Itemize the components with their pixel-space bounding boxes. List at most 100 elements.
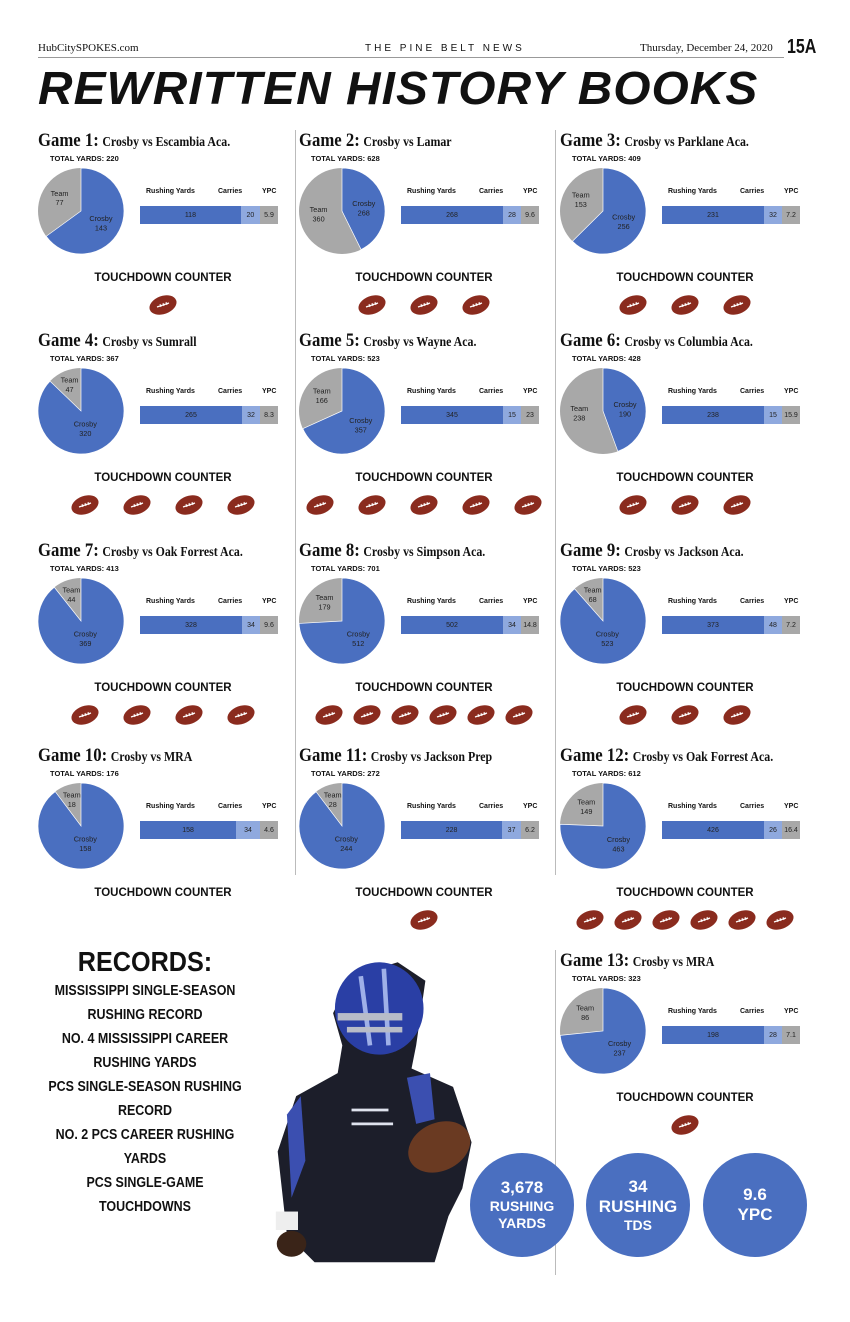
column-divider bbox=[555, 950, 556, 1275]
touchdown-counter bbox=[560, 1114, 810, 1136]
bar-segment-carries: 32 bbox=[764, 206, 782, 224]
pie-label-crosby: Crosby bbox=[613, 400, 636, 409]
total-ypc-badge: 9.6 YPC bbox=[703, 1153, 807, 1257]
football-icon bbox=[123, 495, 151, 515]
total-yards-value: 701 bbox=[367, 564, 380, 573]
game-block: Game 7: Crosby vs Oak Forrest Aca. TOTAL … bbox=[38, 540, 288, 745]
pie-slice-crosby bbox=[302, 368, 385, 454]
total-yards-value: 367 bbox=[106, 354, 119, 363]
game-title: Game 11: Crosby vs Jackson Prep bbox=[299, 745, 492, 767]
header-rushing-yards: Rushing Yards bbox=[668, 803, 717, 810]
football-icon bbox=[576, 910, 604, 930]
record-item: PCS SINGLE-GAME bbox=[86, 1175, 204, 1191]
header-ypc: YPC bbox=[262, 598, 277, 605]
total-rushing-yards-badge: 3,678 RUSHING YARDS bbox=[470, 1153, 574, 1257]
pie-slice-crosby bbox=[560, 988, 646, 1074]
football-icon bbox=[358, 495, 386, 515]
bar-segment-ypc: 14.8 bbox=[521, 616, 539, 634]
game-number: Game 12: bbox=[560, 745, 630, 766]
bar-segment-rushing-yards: 345 bbox=[401, 406, 503, 424]
pie-value-team: 360 bbox=[312, 215, 324, 224]
total-yards-label: TOTAL YARDS: bbox=[572, 564, 629, 573]
touchdown-counter bbox=[560, 704, 810, 726]
pie-value-team: 149 bbox=[580, 807, 592, 816]
touchdown-counter-label: TOUCHDOWN COUNTER bbox=[94, 472, 232, 484]
rushing-stats-bar: 238 15 15.9 bbox=[662, 406, 800, 424]
game-opponent: Crosby vs Sumrall bbox=[102, 334, 197, 349]
total-yards-label: TOTAL YARDS: bbox=[311, 354, 368, 363]
total-yards-value: 523 bbox=[367, 354, 380, 363]
header-carries: Carries bbox=[740, 803, 765, 810]
pie-value-crosby: 320 bbox=[79, 429, 91, 438]
total-yards: TOTAL YARDS: 701 bbox=[311, 564, 380, 573]
total-yards-value: 628 bbox=[367, 154, 380, 163]
header-carries: Carries bbox=[740, 188, 765, 195]
bar-segment-ypc: 7.2 bbox=[782, 616, 800, 634]
football-icon bbox=[227, 495, 255, 515]
touchdown-counter-label: TOUCHDOWN COUNTER bbox=[616, 887, 754, 899]
pie-value-crosby: 244 bbox=[340, 844, 352, 853]
touchdown-counter bbox=[299, 704, 549, 726]
game-opponent: Crosby vs Columbia Aca. bbox=[624, 334, 753, 349]
total-yards: TOTAL YARDS: 323 bbox=[572, 974, 641, 983]
total-yards-label: TOTAL YARDS: bbox=[572, 354, 629, 363]
football-icon bbox=[619, 705, 647, 725]
game-number: Game 5: bbox=[299, 330, 360, 351]
page-title: REWRITTEN HISTORY BOOKS bbox=[38, 62, 759, 114]
total-yards: TOTAL YARDS: 176 bbox=[50, 769, 119, 778]
bar-segment-rushing-yards: 238 bbox=[662, 406, 764, 424]
game-number: Game 8: bbox=[299, 540, 360, 561]
game-title: Game 6: Crosby vs Columbia Aca. bbox=[560, 330, 753, 352]
touchdown-counter bbox=[560, 909, 810, 931]
rushing-stats-bar: 158 34 4.6 bbox=[140, 821, 278, 839]
total-label-2: TDS bbox=[624, 1216, 652, 1233]
pie-label-crosby: Crosby bbox=[335, 834, 358, 843]
rushing-stats-bar: 198 28 7.1 bbox=[662, 1026, 800, 1044]
issue-date: Thursday, December 24, 2020 bbox=[640, 42, 773, 54]
football-icon bbox=[410, 910, 438, 930]
pie-value-team: 77 bbox=[55, 198, 63, 207]
record-item: NO. 2 PCS CAREER RUSHING bbox=[55, 1127, 235, 1143]
touchdown-counter-label: TOUCHDOWN COUNTER bbox=[616, 682, 754, 694]
bar-segment-carries: 32 bbox=[242, 406, 260, 424]
record-item: YARDS bbox=[123, 1151, 167, 1167]
pie-value-crosby: 512 bbox=[352, 639, 364, 648]
bar-segment-ypc: 6.2 bbox=[520, 821, 539, 839]
header-rushing-yards: Rushing Yards bbox=[146, 803, 195, 810]
total-rushing-tds-badge: 34 RUSHING TDS bbox=[586, 1153, 690, 1257]
rushing-stats-bar: 268 28 9.6 bbox=[401, 206, 539, 224]
pie-label-team: Team bbox=[570, 404, 588, 413]
records-list: MISSISSIPPI SINGLE-SEASON RUSHING RECORD N… bbox=[20, 979, 270, 1219]
touchdown-counter bbox=[299, 909, 549, 931]
header-ypc: YPC bbox=[523, 388, 538, 395]
bar-segment-carries: 48 bbox=[764, 616, 782, 634]
header-carries: Carries bbox=[740, 598, 765, 605]
game-title: Game 2: Crosby vs Lamar bbox=[299, 130, 452, 152]
football-icon bbox=[391, 705, 419, 725]
rushing-stats-bar: 228 37 6.2 bbox=[401, 821, 539, 839]
pie-label-team: Team bbox=[61, 376, 79, 385]
total-yards: TOTAL YARDS: 612 bbox=[572, 769, 641, 778]
football-icon bbox=[514, 495, 542, 515]
touchdown-counter bbox=[299, 294, 549, 316]
bar-segment-carries: 34 bbox=[242, 616, 260, 634]
football-icon bbox=[671, 705, 699, 725]
game-number: Game 2: bbox=[299, 130, 360, 151]
bar-segment-rushing-yards: 118 bbox=[140, 206, 241, 224]
football-icon bbox=[652, 910, 680, 930]
touchdown-counter-label: TOUCHDOWN COUNTER bbox=[355, 472, 493, 484]
header-rushing-yards: Rushing Yards bbox=[668, 388, 717, 395]
pie-label-team: Team bbox=[313, 387, 331, 396]
header-ypc: YPC bbox=[784, 1008, 799, 1015]
game-block: Game 5: Crosby vs Wayne Aca. TOTAL YARDS:… bbox=[299, 330, 549, 535]
records-title: RECORDS: bbox=[77, 946, 213, 977]
header-rule bbox=[38, 57, 784, 58]
game-opponent: Crosby vs Parklane Aca. bbox=[624, 134, 749, 149]
game-title: Game 5: Crosby vs Wayne Aca. bbox=[299, 330, 476, 352]
page-number: 15A bbox=[787, 36, 817, 58]
pie-value-crosby: 143 bbox=[95, 224, 107, 233]
